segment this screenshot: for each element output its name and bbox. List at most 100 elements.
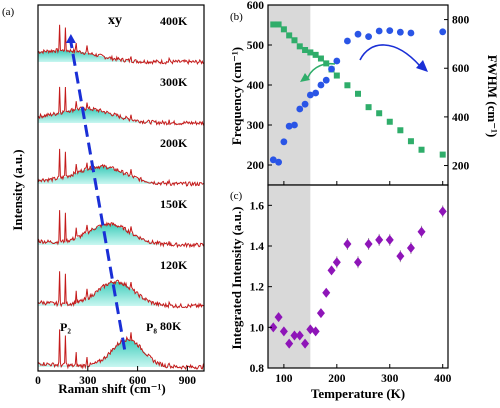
fwhm-point xyxy=(296,43,303,50)
fwhm-point xyxy=(312,51,319,58)
integrated-intensity-point xyxy=(279,326,288,337)
fwhm-point xyxy=(280,26,287,33)
frequency-point xyxy=(285,122,293,130)
frequency-point xyxy=(396,28,404,36)
b-y-tick-label-400: 400 xyxy=(247,80,265,92)
fwhm-point xyxy=(270,21,277,28)
frequency-point xyxy=(317,81,325,89)
integrated-intensity-point xyxy=(343,238,352,249)
peak-p2-label: P₂ xyxy=(60,320,71,334)
integrated-intensity-point xyxy=(311,326,320,337)
peak-p8-label: P₈ xyxy=(146,320,157,334)
integrated-intensity-point xyxy=(354,257,362,268)
frequency-point xyxy=(439,28,447,36)
frequency-point xyxy=(301,100,309,108)
panel-a-y-label: Intensity (a.u.) xyxy=(10,149,25,230)
panel-a-title: xy xyxy=(108,13,122,28)
fwhm-point xyxy=(291,37,298,44)
spectrum-400K xyxy=(37,24,205,66)
x-tick-label-0: 0 xyxy=(35,375,41,387)
frequency-point xyxy=(312,89,320,97)
panel-c-points xyxy=(269,205,447,349)
integrated-intensity-point xyxy=(295,330,304,341)
frequency-point xyxy=(344,37,351,45)
integrated-intensity-point xyxy=(417,226,426,237)
b-y-tick-label-600: 600 xyxy=(247,0,265,12)
c-y-tick-label-1: 1.0 xyxy=(250,322,265,334)
frequency-point xyxy=(296,105,304,113)
fwhm-point xyxy=(397,127,404,134)
b-yr-tick-label-600: 600 xyxy=(452,63,470,75)
frequency-point xyxy=(269,156,277,164)
c-x-tick-label-100: 100 xyxy=(275,373,293,385)
panel-c-label: (c) xyxy=(230,190,243,202)
c-x-tick-label-300: 300 xyxy=(381,373,399,385)
temperature-label-80K: 80K xyxy=(160,319,182,333)
panel-c-x-label: Temperature (K) xyxy=(311,386,405,401)
temperature-label-150K: 150K xyxy=(160,197,188,211)
integrated-intensity-point xyxy=(322,287,331,298)
broad-peak-fill-400K xyxy=(38,50,204,62)
integrated-intensity-point xyxy=(375,234,384,245)
panel-b-ticks: 200 300 400 500 600 200 400 600 800 xyxy=(247,0,470,185)
b-y-tick-label-200: 200 xyxy=(247,160,265,172)
low-temperature-shade-c xyxy=(268,185,311,368)
spectra-stack: 400K 300K 200K 150K 120K 80K xyxy=(37,14,205,370)
broad-peak-fill-80K xyxy=(38,339,204,367)
fwhm-point xyxy=(407,138,414,145)
fwhm-point xyxy=(317,55,324,62)
fwhm-point xyxy=(344,82,351,89)
panel-a-x-ticks: 0 300 600 900 xyxy=(35,366,196,387)
fwhm-point xyxy=(275,21,282,28)
panel-c-ticks: 100 200 300 400 0.8 1.0 1.2 1.4 1.6 xyxy=(250,200,452,385)
frequency-point xyxy=(306,91,314,99)
trend-arrow xyxy=(69,41,127,350)
c-y-tick-label-1.4: 1.4 xyxy=(250,241,265,253)
frequency-axis-arrow xyxy=(359,44,421,67)
panel-a-frame xyxy=(37,4,205,372)
temperature-label-400K: 400K xyxy=(160,14,188,28)
frequency-point xyxy=(275,158,282,166)
b-yr-tick-label-200: 200 xyxy=(452,161,470,173)
panel-b-right-y-label: FWHM (cm⁻¹) xyxy=(485,55,500,138)
integrated-intensity-point xyxy=(290,330,299,341)
panel-b-points xyxy=(269,21,447,166)
c-x-tick-label-400: 400 xyxy=(434,373,452,385)
integrated-intensity-point xyxy=(274,312,283,323)
spectrum-150K xyxy=(37,210,205,249)
integrated-intensity-point xyxy=(285,338,294,349)
temperature-label-300K: 300K xyxy=(160,75,188,89)
broad-peak-fill-150K xyxy=(38,224,204,245)
c-y-tick-label-1.6: 1.6 xyxy=(250,200,265,212)
b-y-tick-label-300: 300 xyxy=(247,120,265,132)
integrated-intensity-point xyxy=(332,257,341,268)
x-tick-label-600: 600 xyxy=(129,375,147,387)
panel-a-label: (a) xyxy=(2,6,15,18)
frequency-point xyxy=(386,27,394,34)
frequency-point xyxy=(375,27,383,35)
panel-b-label: (b) xyxy=(230,11,243,23)
fwhm-point xyxy=(286,32,293,39)
fwhm-point xyxy=(333,72,340,79)
fwhm-point xyxy=(386,118,393,125)
c-y-tick-label-1.2: 1.2 xyxy=(250,282,265,294)
integrated-intensity-point xyxy=(327,265,336,276)
frequency-point xyxy=(280,138,288,146)
temperature-label-120K: 120K xyxy=(160,258,188,272)
frequency-point xyxy=(291,121,298,129)
broad-peak-fill-200K xyxy=(38,166,204,184)
integrated-intensity-point xyxy=(301,338,310,349)
frequency-point xyxy=(328,65,335,73)
temperature-label-200K: 200K xyxy=(160,136,188,150)
panel-b-y-label: Frequency (cm⁻¹) xyxy=(229,47,244,145)
fwhm-point xyxy=(307,49,314,56)
b-y-tick-label-500: 500 xyxy=(247,40,265,52)
spectrum-120K xyxy=(37,271,205,309)
spectrum-80K xyxy=(37,329,205,370)
fwhm-axis-arrow-head xyxy=(300,73,310,82)
integrated-intensity-point xyxy=(438,206,447,217)
b-yr-tick-label-400: 400 xyxy=(452,112,470,124)
integrated-intensity-point xyxy=(364,238,373,249)
fwhm-point xyxy=(418,146,425,153)
